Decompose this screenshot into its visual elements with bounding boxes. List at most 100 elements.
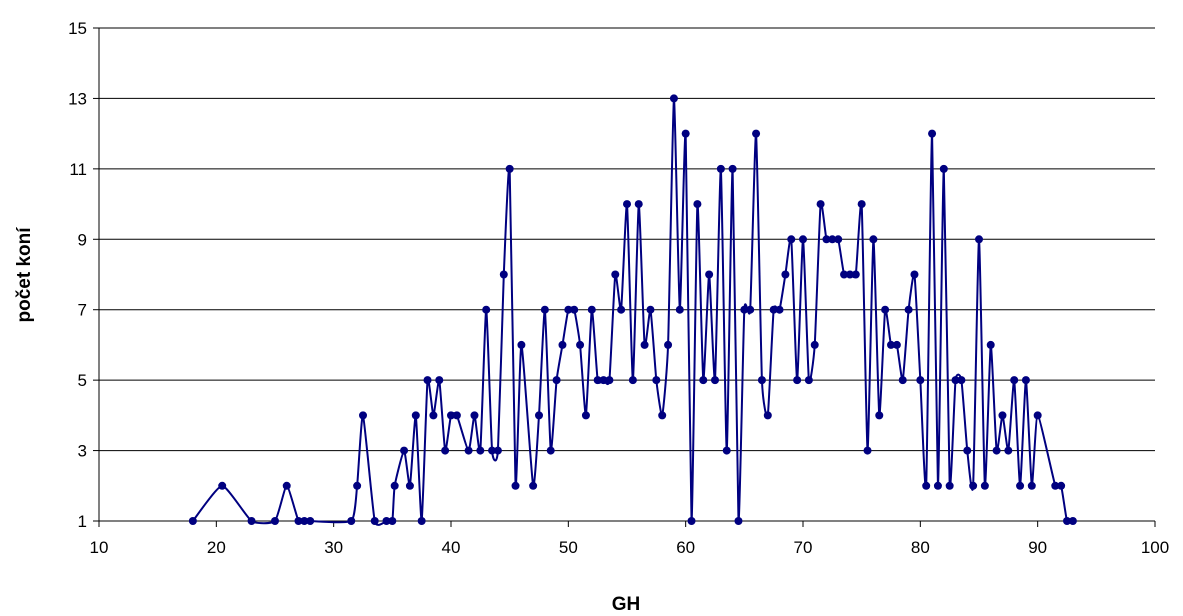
data-point xyxy=(658,411,667,420)
data-point xyxy=(347,517,356,525)
x-tick-label: 60 xyxy=(676,538,695,557)
data-point xyxy=(881,305,890,314)
data-point xyxy=(581,411,590,420)
data-point xyxy=(476,446,485,455)
data-point xyxy=(775,305,784,314)
data-point xyxy=(728,164,737,173)
x-tick-label: 100 xyxy=(1141,538,1169,557)
data-point xyxy=(716,164,725,173)
data-point xyxy=(382,517,391,525)
data-point xyxy=(799,235,807,244)
data-point xyxy=(441,446,450,455)
data-point xyxy=(963,446,972,455)
x-tick-label: 10 xyxy=(90,538,109,557)
data-point xyxy=(752,129,761,138)
data-point xyxy=(218,481,227,490)
data-point xyxy=(623,200,631,209)
data-point xyxy=(945,481,954,490)
data-point xyxy=(834,235,843,244)
data-point xyxy=(769,305,778,314)
data-point xyxy=(869,235,878,244)
data-point xyxy=(546,446,555,455)
data-point xyxy=(1051,481,1060,490)
data-point xyxy=(370,517,379,525)
data-point xyxy=(593,376,602,385)
x-tick-label: 80 xyxy=(911,538,930,557)
data-point xyxy=(488,446,497,455)
data-point xyxy=(951,376,960,385)
data-point xyxy=(975,235,983,244)
data-point xyxy=(429,411,438,420)
x-axis-label: GH xyxy=(612,594,641,615)
data-point xyxy=(1033,411,1042,420)
data-point xyxy=(681,129,690,138)
x-tick-label: 20 xyxy=(207,538,226,557)
data-point xyxy=(816,200,825,209)
data-point xyxy=(1016,481,1025,490)
data-point xyxy=(493,446,502,455)
data-point xyxy=(793,376,802,385)
data-point xyxy=(411,411,420,420)
data-point xyxy=(470,411,479,420)
data-point xyxy=(928,129,937,138)
data-point xyxy=(188,517,197,525)
y-tick-label: 5 xyxy=(78,371,87,390)
data-point xyxy=(1010,376,1019,385)
data-point xyxy=(552,376,561,385)
data-point xyxy=(294,517,303,525)
data-point xyxy=(1063,517,1071,525)
data-point xyxy=(916,376,925,385)
data-point xyxy=(570,305,579,314)
data-point xyxy=(664,340,673,349)
data-point xyxy=(499,270,508,279)
x-tick-label: 70 xyxy=(794,538,813,557)
data-point xyxy=(910,270,919,279)
data-point xyxy=(1068,517,1077,525)
data-point xyxy=(353,481,362,490)
data-point xyxy=(540,305,549,314)
data-point xyxy=(564,305,573,314)
data-point xyxy=(282,481,291,490)
data-point xyxy=(617,305,626,314)
data-point xyxy=(857,200,866,209)
data-point xyxy=(435,376,444,385)
x-tick-label: 40 xyxy=(442,538,461,557)
data-point xyxy=(992,446,1001,455)
data-point xyxy=(810,340,819,349)
data-point xyxy=(898,376,907,385)
data-point xyxy=(787,235,796,244)
data-point xyxy=(822,235,831,244)
data-point xyxy=(887,340,895,349)
data-point xyxy=(863,446,872,455)
data-point xyxy=(804,376,813,385)
data-point xyxy=(400,446,409,455)
data-point xyxy=(845,270,854,279)
data-point xyxy=(969,481,978,490)
data-point xyxy=(757,376,766,385)
data-point xyxy=(652,376,661,385)
data-point xyxy=(669,94,678,103)
x-tick-label: 90 xyxy=(1028,538,1047,557)
data-point xyxy=(851,270,860,279)
data-point xyxy=(447,411,455,420)
data-point xyxy=(986,340,995,349)
data-point xyxy=(599,376,608,385)
data-point xyxy=(271,517,279,525)
data-point xyxy=(464,446,473,455)
data-point xyxy=(740,305,749,314)
data-point xyxy=(746,305,755,314)
y-tick-label: 9 xyxy=(78,230,87,249)
data-point xyxy=(722,446,731,455)
data-point xyxy=(247,517,256,525)
data-point xyxy=(511,481,520,490)
data-point xyxy=(922,481,931,490)
data-point xyxy=(734,517,743,525)
data-point xyxy=(1004,446,1013,455)
data-point xyxy=(306,517,315,525)
data-point xyxy=(892,340,901,349)
data-point xyxy=(587,305,596,314)
series-group xyxy=(188,94,1077,526)
data-point xyxy=(634,200,643,209)
data-point xyxy=(699,376,708,385)
